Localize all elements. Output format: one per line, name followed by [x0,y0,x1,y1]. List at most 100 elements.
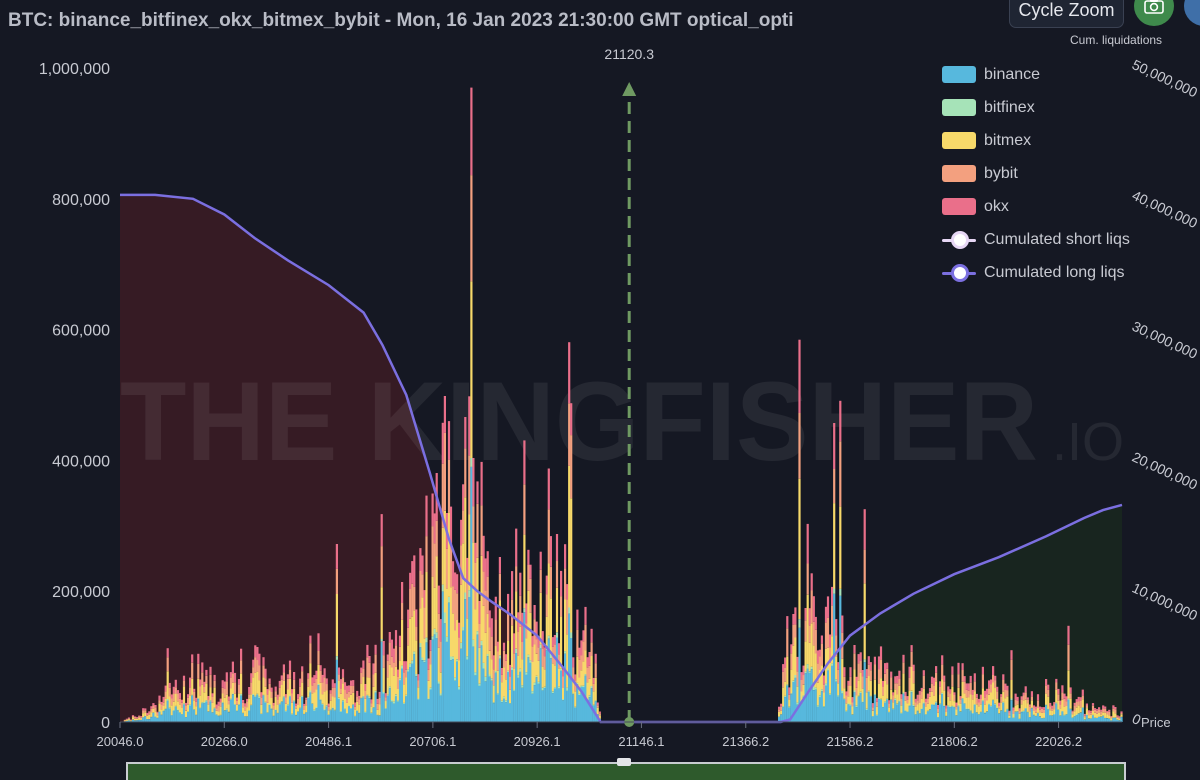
bar-bitfinex [582,685,585,688]
bar-okx [401,582,404,603]
bar-okx [207,696,210,700]
bar-bitfinex [969,710,972,712]
bar-binance [1100,716,1103,722]
bar-bitmex [1002,691,1005,702]
bar-bitfinex [278,703,281,705]
bar-binance [572,694,575,722]
bar-binance [786,685,789,722]
bar-binance [1104,718,1107,722]
legend-item-cumulated-long[interactable]: Cumulated long liqs [942,256,1130,289]
bar-bitmex [462,543,465,627]
bar-bybit [123,720,126,721]
bar-bitfinex [221,702,224,704]
bar-okx [963,676,966,682]
navigator-handle[interactable] [617,758,631,766]
bar-okx [403,661,406,673]
bar-okx [1000,694,1003,697]
bar-binance [975,712,978,722]
bar-bitmex [315,689,318,707]
bar-okx [370,699,373,704]
bar-bitmex [364,698,367,712]
bar-bitmex [543,669,546,687]
bar-bitmex [564,599,567,652]
bar-binance [1059,715,1062,722]
bar-binance [197,699,200,722]
bar-bitmex [969,694,972,711]
bar-okx [225,672,228,682]
bar-okx [1014,693,1017,700]
bar-okx [916,694,919,701]
legend-item-cumulated-short[interactable]: Cumulated short liqs [942,223,1130,256]
bar-bybit [796,671,799,687]
bar-binance [857,696,860,722]
bar-bitfinex [266,712,269,713]
bar-okx [451,561,455,586]
bar-okx [979,694,982,699]
bar-bybit [174,687,177,694]
bar-bitmex [417,687,420,699]
bar-binance [376,715,379,722]
bar-bybit [127,718,131,720]
bar-bitmex [875,706,879,715]
bar-bitmex [1081,699,1084,708]
bar-bybit [1120,713,1123,715]
bar-okx [507,593,510,612]
bar-okx [278,680,281,688]
legend-item-bitmex[interactable]: bitmex [942,124,1130,157]
bar-bybit [211,696,214,703]
bar-okx [172,686,175,694]
bar-binance [947,706,950,722]
bar-binance [1106,718,1109,722]
bar-bybit [384,697,387,702]
bar-bybit [360,672,363,684]
legend-item-binance[interactable]: binance [942,58,1130,91]
bar-okx [586,657,589,668]
bar-bybit [588,665,591,679]
bar-okx [217,701,220,706]
bar-bitmex [975,704,978,713]
bar-bybit [998,706,1001,709]
legend-swatch-okx [942,198,976,215]
bar-binance [362,697,365,722]
bar-bitfinex [348,705,351,707]
bar-bybit [272,705,275,710]
cycle-zoom-button[interactable]: Cycle Zoom [1009,0,1124,28]
bar-bybit [187,697,190,705]
bar-bybit [201,672,204,685]
bar-bybit [441,463,444,528]
bar-okx [235,697,239,701]
bar-bybit [560,596,563,617]
bar-binance [166,700,169,722]
bar-bitmex [533,644,536,683]
bar-okx [969,675,972,683]
bar-bitmex [1051,710,1054,716]
bar-bitfinex [405,695,408,697]
bar-bitfinex [313,709,316,711]
legend-item-bybit[interactable]: bybit [942,157,1130,190]
bar-binance [466,659,469,722]
bar-binance [1061,711,1064,722]
bar-bitmex [802,684,805,696]
bar-binance [507,672,510,722]
bar-bitfinex [810,666,813,670]
legend-item-bitfinex[interactable]: bitfinex [942,91,1130,124]
bar-okx [221,680,224,688]
legend-label-cumulated-short: Cumulated short liqs [984,230,1130,248]
bar-okx [388,632,391,643]
bar-bitfinex [549,654,552,659]
x-tick-label: 20266.0 [201,734,248,749]
bar-binance [500,702,503,722]
bar-bitfinex [456,659,459,662]
bar-bitfinex [396,700,400,702]
bar-binance [164,709,167,722]
bar-bitmex [1089,714,1093,719]
legend-item-okx[interactable]: okx [942,190,1130,223]
bar-binance [1116,719,1119,722]
bar-okx [270,687,273,692]
bar-binance [184,717,188,722]
bar-bitmex [421,597,424,658]
bar-okx [329,690,332,694]
bar-bybit [195,701,198,707]
bar-bitfinex [869,695,872,697]
bar-binance [146,719,149,722]
